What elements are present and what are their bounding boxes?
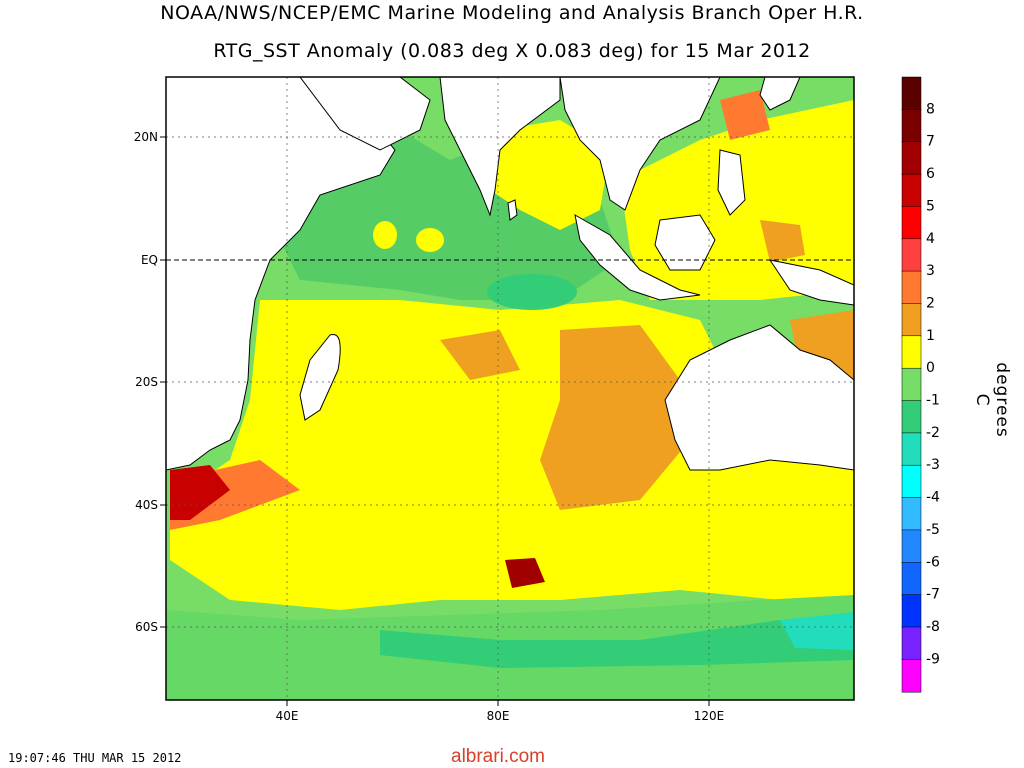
map-field — [166, 77, 854, 700]
colorbar-label: 7 — [926, 134, 935, 150]
colorbar-cell — [901, 141, 922, 175]
anomaly-hot-west-australia — [540, 325, 690, 510]
lat-label-20n: 20N — [134, 130, 158, 144]
colorbar-label: 2 — [926, 296, 935, 312]
colorbar-cell — [901, 497, 922, 531]
colorbar-label: -6 — [926, 554, 940, 570]
lat-label-60s: 60S — [135, 620, 158, 634]
lon-label-40e: 40E — [276, 709, 299, 723]
colorbar-cell — [901, 432, 922, 467]
anomaly-hot-patch-2 — [760, 220, 805, 262]
lat-label-20s: 20S — [135, 375, 158, 389]
map-frame — [165, 76, 855, 701]
land-australia — [664, 324, 854, 471]
colorbar-label: -5 — [926, 522, 940, 538]
colorbar-labels: 8 7 6 5 4 3 2 1 0 -1 -2 -3 -4 -5 -6 -7 -… — [926, 101, 940, 667]
southern-ocean-colder — [380, 615, 854, 668]
axis-ticks — [160, 136, 710, 706]
colorbar-label: 8 — [926, 101, 935, 117]
anomaly-kerguelen-hot — [505, 558, 545, 588]
tropical-cool-eddy — [487, 274, 577, 310]
colorbar-cell — [901, 562, 922, 596]
anomaly-hot-patch-1 — [440, 330, 520, 380]
land-madagascar — [299, 333, 341, 421]
colorbar-cell — [901, 238, 922, 272]
timestamp: 19:07:46 THU MAR 15 2012 — [8, 751, 182, 765]
southern-ocean-coldest — [780, 612, 854, 650]
watermark: albrari.com — [451, 746, 545, 767]
colorbar-cell — [901, 206, 922, 240]
colorbar-label: -7 — [926, 587, 940, 603]
colorbar-label: 6 — [926, 166, 935, 182]
land-sumatra-java — [574, 214, 701, 301]
land-arabia — [299, 77, 431, 151]
colorbar-label: 3 — [926, 263, 935, 279]
colorbar-cell — [901, 659, 922, 693]
colorbar-label: -3 — [926, 457, 940, 473]
colorbar-label: -1 — [926, 393, 940, 409]
colorbar-cell — [901, 109, 922, 143]
map-subtitle: RTG_SST Anomaly (0.083 deg X 0.083 deg) … — [213, 40, 811, 62]
land-new-guinea — [768, 259, 854, 306]
colorbar-label: 0 — [926, 360, 935, 376]
land-borneo — [654, 214, 716, 271]
map-title: NOAA/NWS/NCEP/EMC Marine Modeling and An… — [160, 2, 864, 24]
colorbar-label: 5 — [926, 198, 935, 214]
colorbar-cell — [901, 626, 922, 661]
colorbar-cell — [901, 529, 922, 564]
lon-label-80e: 80E — [487, 709, 510, 723]
colorbar-label: 1 — [926, 328, 935, 344]
land-japan — [759, 77, 801, 111]
colorbar-label: -8 — [926, 619, 940, 635]
colorbar-units: degrees C — [972, 362, 1012, 438]
colorbar-label: 4 — [926, 231, 935, 247]
lat-label-eq: EQ — [141, 253, 158, 267]
colorbar — [901, 76, 922, 693]
colorbar-cell — [901, 367, 922, 402]
colorbar-cell — [901, 400, 922, 434]
colorbar-cell — [901, 303, 922, 337]
land-masses — [166, 77, 854, 471]
tropical-warm-eddy-2 — [373, 221, 397, 249]
colorbar-cell — [901, 173, 922, 208]
land-sri-lanka — [507, 199, 518, 221]
land-india — [439, 77, 561, 217]
colorbar-cell — [901, 76, 922, 111]
anomaly-japan-warm — [720, 90, 770, 140]
tropical-warm-eddy — [416, 228, 444, 252]
lat-label-40s: 40S — [135, 498, 158, 512]
anomaly-warm-bay — [490, 120, 610, 230]
colorbar-cell — [901, 594, 922, 628]
colorbar-label: -9 — [926, 651, 940, 667]
anomaly-agulhas-hot — [170, 465, 230, 520]
colorbar-cell — [901, 464, 922, 499]
land-se-asia — [559, 77, 721, 211]
colorbar-label: -4 — [926, 490, 940, 506]
land-philippines — [717, 149, 746, 216]
colorbar-label: -2 — [926, 425, 940, 441]
colorbar-cell — [901, 335, 922, 369]
graticule — [166, 77, 854, 700]
lon-label-120e: 120E — [694, 709, 725, 723]
colorbar-cell — [901, 270, 922, 305]
